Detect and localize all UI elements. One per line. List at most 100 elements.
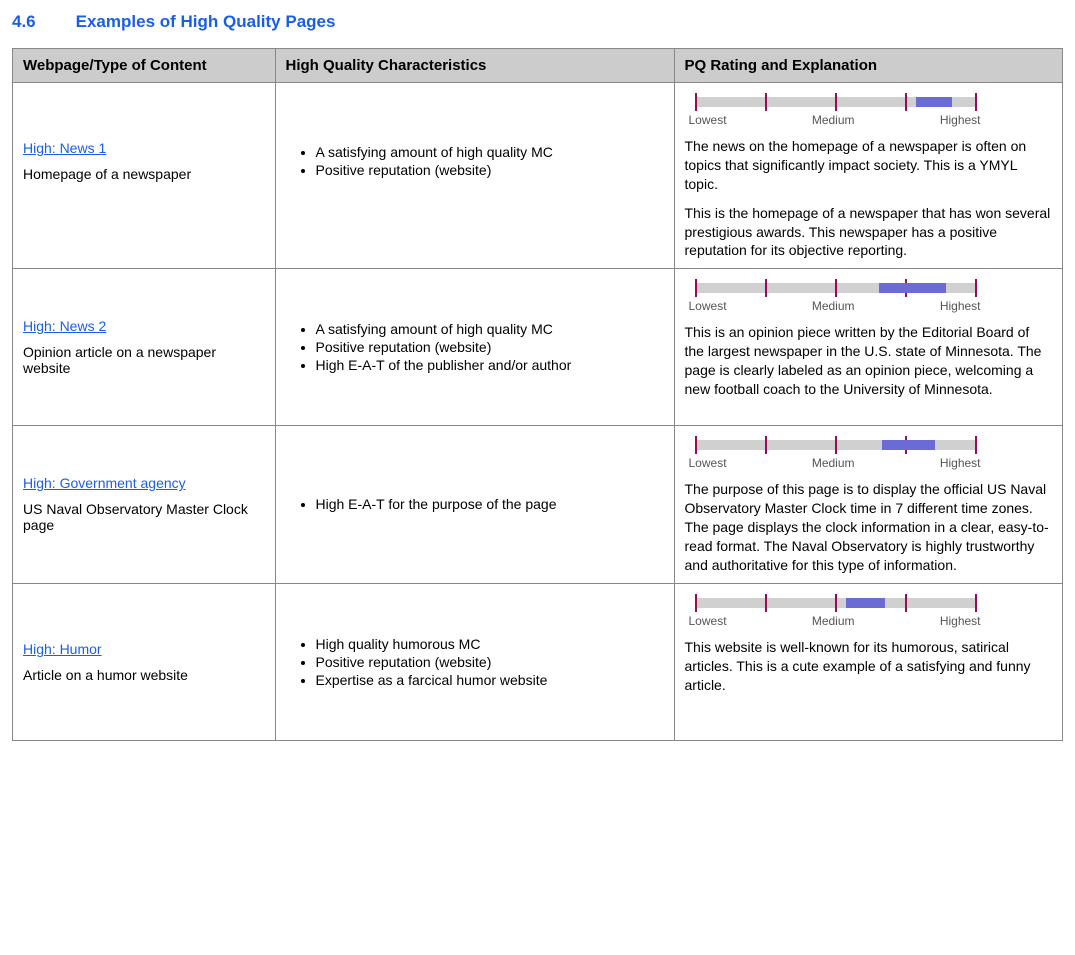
- webpage-cell: High: Government agency US Naval Observat…: [13, 426, 276, 583]
- slider-fill: [879, 283, 946, 293]
- slider-tick: [765, 93, 767, 111]
- slider-fill: [882, 440, 935, 450]
- table-row: High: News 2 Opinion article on a newspap…: [13, 269, 1063, 426]
- slider-track: [695, 97, 975, 107]
- slider-tick: [695, 93, 697, 111]
- slider-tick: [975, 436, 977, 454]
- slider-label: Medium: [812, 299, 855, 313]
- slider-track: [695, 598, 975, 608]
- slider-label: Lowest: [689, 456, 727, 470]
- slider-labels: Lowest Medium Highest: [689, 456, 981, 470]
- slider-label: Highest: [940, 456, 981, 470]
- webpage-cell: High: News 1 Homepage of a newspaper: [13, 83, 276, 269]
- rating-cell: Lowest Medium Highest This is an opinion pi…: [674, 269, 1063, 426]
- example-link[interactable]: High: News 2: [23, 318, 265, 334]
- col-header-characteristics: High Quality Characteristics: [275, 49, 674, 83]
- table-row: High: HumorArticle on a humor websiteHig…: [13, 583, 1063, 740]
- table-row: High: Government agency US Naval Observat…: [13, 426, 1063, 583]
- slider-label: Medium: [812, 456, 855, 470]
- slider-tick: [835, 279, 837, 297]
- slider-track: [695, 440, 975, 450]
- explanation-paragraph: The news on the homepage of a newspaper …: [685, 137, 1053, 194]
- slider-fill: [916, 97, 952, 107]
- slider-tick: [975, 279, 977, 297]
- explanation: This website is well-known for its humor…: [685, 638, 1053, 695]
- characteristics-list: A satisfying amount of high quality MC Po…: [286, 142, 664, 180]
- section-title: Examples of High Quality Pages: [76, 12, 336, 31]
- slider-label: Highest: [940, 113, 981, 127]
- explanation: The news on the homepage of a newspaper …: [685, 137, 1053, 260]
- example-description: Article on a humor website: [23, 667, 265, 683]
- slider-label: Highest: [940, 614, 981, 628]
- rating-slider: Lowest Medium Highest: [685, 440, 985, 470]
- explanation: This is an opinion piece written by the …: [685, 323, 1053, 399]
- slider-tick: [835, 93, 837, 111]
- characteristics-cell: High E-A-T for the purpose of the page: [275, 426, 674, 583]
- slider-tick: [975, 93, 977, 111]
- characteristic-item: Positive reputation (website): [316, 162, 664, 178]
- rating-cell: Lowest Medium Highest This website is well-…: [674, 583, 1063, 740]
- slider-tick: [695, 436, 697, 454]
- characteristic-item: Positive reputation (website): [316, 654, 664, 670]
- rating-slider: Lowest Medium Highest: [685, 598, 985, 628]
- characteristic-item: High quality humorous MC: [316, 636, 664, 652]
- rating-cell: Lowest Medium Highest The purpose of this p…: [674, 426, 1063, 583]
- explanation-paragraph: This is the homepage of a newspaper that…: [685, 204, 1053, 261]
- slider-label: Medium: [812, 113, 855, 127]
- characteristics-cell: A satisfying amount of high quality MC Po…: [275, 269, 674, 426]
- slider-tick: [975, 594, 977, 612]
- rating-cell: Lowest Medium Highest The news on the homep…: [674, 83, 1063, 269]
- explanation: The purpose of this page is to display t…: [685, 480, 1053, 574]
- rating-slider: Lowest Medium Highest: [685, 283, 985, 313]
- col-header-rating: PQ Rating and Explanation: [674, 49, 1063, 83]
- slider-fill: [846, 598, 885, 608]
- slider-tick: [905, 594, 907, 612]
- characteristics-cell: A satisfying amount of high quality MC Po…: [275, 83, 674, 269]
- slider-labels: Lowest Medium Highest: [689, 614, 981, 628]
- slider-tick: [765, 436, 767, 454]
- explanation-paragraph: This website is well-known for its humor…: [685, 638, 1053, 695]
- slider-label: Lowest: [689, 113, 727, 127]
- characteristics-list: High E-A-T for the purpose of the page: [286, 494, 664, 514]
- webpage-cell: High: Humor Article on a humor website: [13, 583, 276, 740]
- slider-tick: [835, 436, 837, 454]
- slider-label: Lowest: [689, 299, 727, 313]
- characteristic-item: High E-A-T for the purpose of the page: [316, 496, 664, 512]
- slider-tick: [695, 594, 697, 612]
- examples-table: Webpage/Type of Content High Quality Cha…: [12, 48, 1063, 741]
- example-description: Opinion article on a newspaper website: [23, 344, 265, 376]
- characteristic-item: Expertise as a farcical humor website: [316, 672, 664, 688]
- characteristic-item: Positive reputation (website): [316, 339, 664, 355]
- slider-tick: [695, 279, 697, 297]
- table-row: High: News 1 Homepage of a newspaper A sat…: [13, 83, 1063, 269]
- section-number: 4.6: [12, 12, 36, 32]
- characteristic-item: A satisfying amount of high quality MC: [316, 321, 664, 337]
- example-description: US Naval Observatory Master Clock page: [23, 501, 265, 533]
- characteristic-item: High E-A-T of the publisher and/or autho…: [316, 357, 664, 373]
- slider-tick: [765, 594, 767, 612]
- explanation-paragraph: The purpose of this page is to display t…: [685, 480, 1053, 574]
- characteristics-list: A satisfying amount of high quality MC Po…: [286, 319, 664, 375]
- webpage-cell: High: News 2 Opinion article on a newspap…: [13, 269, 276, 426]
- slider-label: Medium: [812, 614, 855, 628]
- characteristics-list: High quality humorous MC Positive reputat…: [286, 634, 664, 690]
- example-description: Homepage of a newspaper: [23, 166, 265, 182]
- slider-label: Lowest: [689, 614, 727, 628]
- col-header-webpage: Webpage/Type of Content: [13, 49, 276, 83]
- explanation-paragraph: This is an opinion piece written by the …: [685, 323, 1053, 399]
- slider-tick: [835, 594, 837, 612]
- slider-track: [695, 283, 975, 293]
- slider-labels: Lowest Medium Highest: [689, 299, 981, 313]
- characteristic-item: A satisfying amount of high quality MC: [316, 144, 664, 160]
- characteristics-cell: High quality humorous MC Positive reputat…: [275, 583, 674, 740]
- slider-labels: Lowest Medium Highest: [689, 113, 981, 127]
- slider-tick: [765, 279, 767, 297]
- slider-tick: [905, 93, 907, 111]
- slider-label: Highest: [940, 299, 981, 313]
- rating-slider: Lowest Medium Highest: [685, 97, 985, 127]
- example-link[interactable]: High: Humor: [23, 641, 265, 657]
- example-link[interactable]: High: Government agency: [23, 475, 265, 491]
- section-heading: 4.6 Examples of High Quality Pages: [12, 12, 1063, 32]
- table-header-row: Webpage/Type of Content High Quality Cha…: [13, 49, 1063, 83]
- example-link[interactable]: High: News 1: [23, 140, 265, 156]
